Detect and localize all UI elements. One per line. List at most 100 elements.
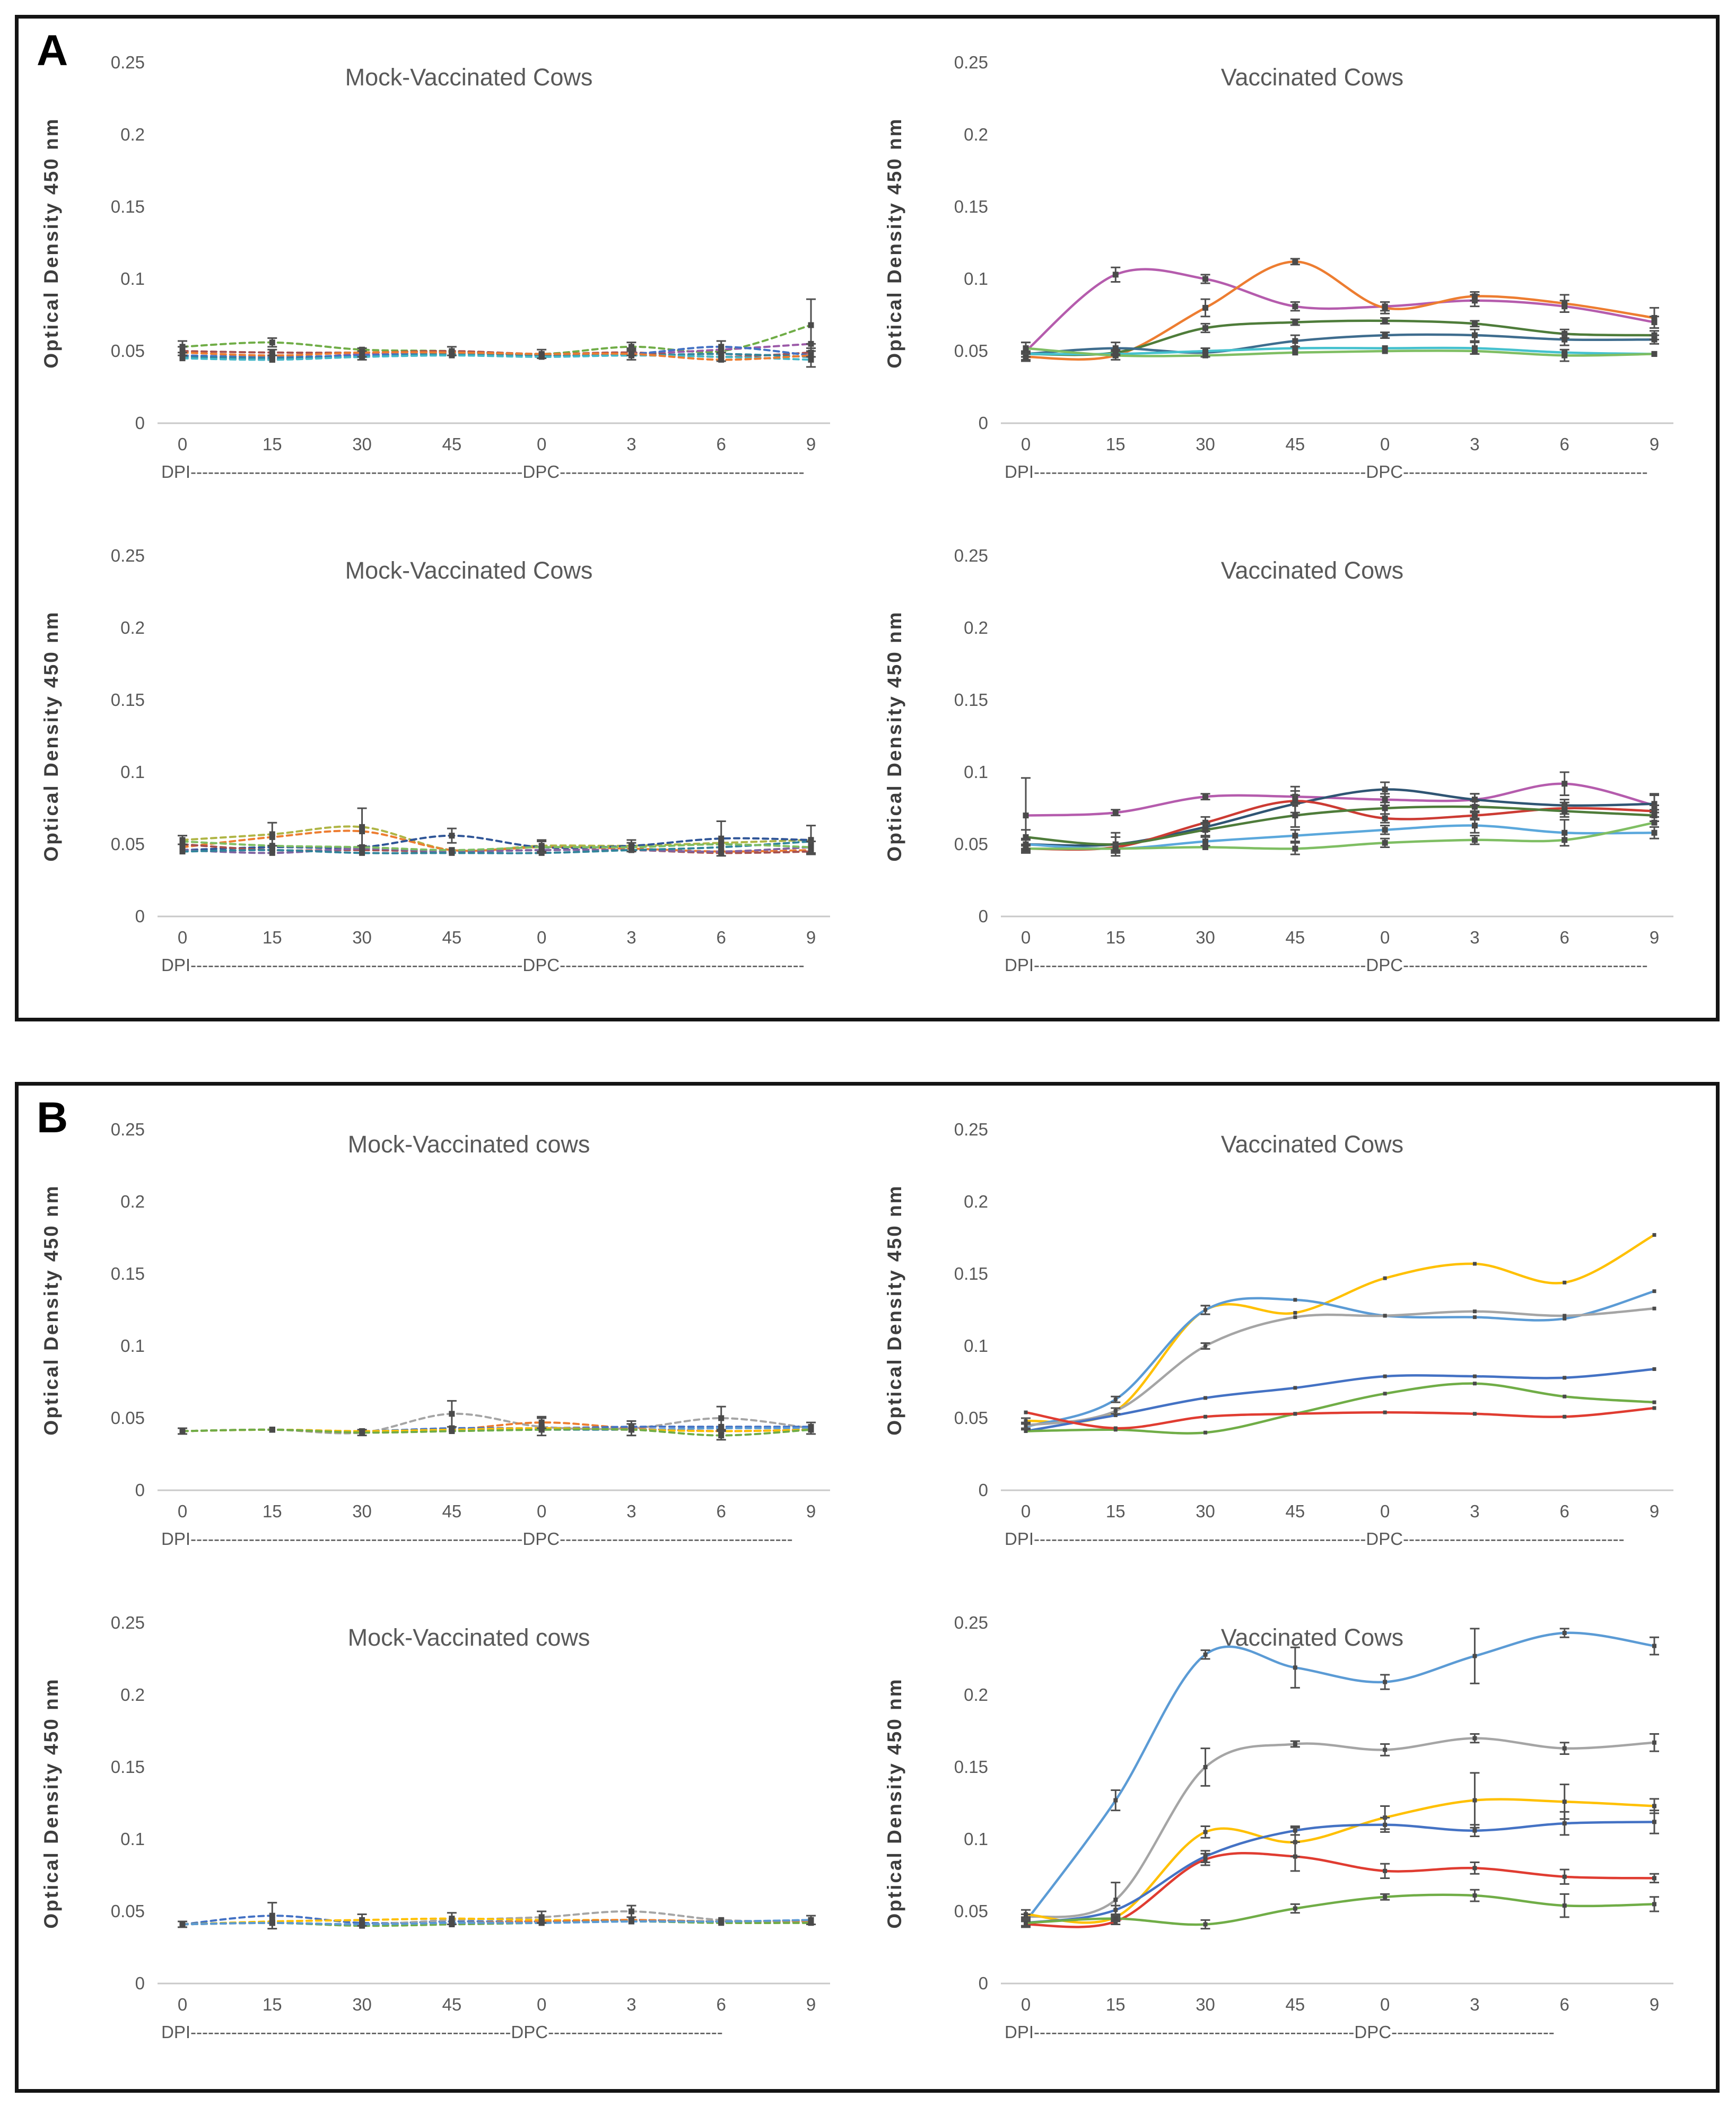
panel-b-label: B [37, 1094, 68, 1142]
x-tick-label: 6 [717, 1501, 726, 1521]
x-tick-label: 9 [1650, 928, 1659, 947]
x-tick-label: 30 [1196, 1995, 1215, 2014]
x-tick-label: 0 [178, 1995, 187, 2014]
x-tick-label: 45 [1285, 1995, 1305, 2014]
x-tick-label: 30 [1196, 434, 1215, 454]
x-tick-label: 0 [1021, 1501, 1031, 1521]
x-tick-label: 15 [263, 928, 282, 947]
y-axis-label: Optical Density 450 nm [884, 1184, 905, 1435]
series-orange-line [181, 351, 812, 361]
x-tick-label: 9 [806, 928, 816, 947]
series-magenta-line [1024, 782, 1656, 817]
chart-title: Vaccinated Cows [1221, 64, 1403, 91]
chart-canvas-b-bottom-left: 0 0.05 0.1 0.15 0.2 0.25 Mock-Vaccinated cows O… [40, 1613, 830, 2042]
x-tick-label: 45 [442, 928, 461, 947]
chart-a-mock-top: 0 0.05 0.1 0.15 0.2 0.25 Mock-Vaccinated Cows O… [26, 23, 860, 506]
chart-title: Mock-Vaccinated cows [348, 1131, 590, 1158]
y-tick-label: 0.2 [964, 125, 988, 144]
series-lightblue-line [181, 1919, 812, 1926]
x-tick-label: 30 [352, 434, 372, 454]
x-tick-label: 45 [1285, 434, 1305, 454]
series-lightgreen-line [1024, 347, 1656, 357]
x-tick-label: 45 [442, 1501, 461, 1521]
chart-title: Vaccinated Cows [1221, 557, 1403, 584]
x-tick-label: 30 [1196, 928, 1215, 947]
y-tick-label: 0.25 [954, 1120, 988, 1139]
chart-canvas-b-top-left: 0 0.05 0.1 0.15 0.2 0.25 Mock-Vaccinated cows O… [40, 1120, 830, 1549]
y-tick-label: 0 [979, 906, 988, 926]
series-red-line [1024, 1851, 1656, 1928]
x-tick-label: 0 [1380, 434, 1390, 454]
y-axis-label: Optical Density 450 nm [884, 610, 905, 861]
chart-title: Vaccinated Cows [1221, 1624, 1403, 1651]
y-tick-label: 0 [135, 906, 145, 926]
y-axis-label: Optical Density 450 nm [884, 117, 905, 368]
x-tick-label: 6 [1560, 1501, 1569, 1521]
x-tick-label: 9 [806, 434, 816, 454]
x-tick-label: 0 [537, 1995, 546, 2014]
chart-b-vaccinated-top: 0 0.05 0.1 0.15 0.2 0.25 Vaccinated Cows Optica… [869, 1090, 1703, 1574]
x-tick-label: 9 [1650, 1501, 1659, 1521]
y-tick-label: 0.25 [111, 53, 145, 72]
chart-canvas-a-top-right: 0 0.05 0.1 0.15 0.2 0.25 Vaccinated Cows Optica… [884, 53, 1673, 482]
series-green-line [1024, 1382, 1656, 1435]
x-axis-caption: DPI-------------------------------------… [161, 462, 805, 482]
chart-canvas-b-top-right: 0 0.05 0.1 0.15 0.2 0.25 Vaccinated Cows Optica… [884, 1120, 1673, 1549]
x-axis-caption: DPI-------------------------------------… [1005, 1529, 1625, 1549]
series-darkgreen-line [1024, 319, 1656, 356]
x-tick-label: 30 [352, 1995, 372, 2014]
series-red-line [1024, 1406, 1656, 1430]
x-tick-label: 6 [717, 434, 726, 454]
y-tick-label: 0.15 [954, 197, 988, 216]
y-tick-label: 0.15 [954, 1264, 988, 1283]
x-axis-caption: DPI-------------------------------------… [1005, 955, 1648, 975]
x-tick-label: 3 [626, 1501, 636, 1521]
series-teal-line [181, 840, 812, 854]
chart-canvas-b-bottom-right: 0 0.05 0.1 0.15 0.2 0.25 Vaccinated Cows Optica… [884, 1613, 1673, 2042]
series-blue-line [1024, 1368, 1656, 1432]
y-tick-label: 0.2 [120, 1192, 145, 1211]
y-tick-label: 0.2 [120, 1685, 145, 1705]
x-tick-label: 45 [442, 434, 461, 454]
x-tick-label: 6 [1560, 928, 1569, 947]
y-tick-label: 0.05 [111, 1901, 145, 1921]
x-tick-label: 9 [806, 1501, 816, 1521]
series-blue-points [1021, 1810, 1659, 1927]
x-tick-label: 0 [1380, 1995, 1390, 2014]
panel-a: A 0 0.05 0.1 0.15 0.2 0.25 Mock-Vaccinated Cow… [15, 15, 1720, 1021]
x-tick-label: 0 [537, 928, 546, 947]
x-tick-label: 15 [1106, 1501, 1126, 1521]
x-tick-label: 0 [1380, 1501, 1390, 1521]
y-tick-label: 0.15 [111, 197, 145, 216]
y-tick-label: 0.1 [964, 1829, 988, 1849]
y-axis-label: Optical Density 450 nm [40, 610, 62, 861]
x-axis-caption: DPI-------------------------------------… [161, 955, 805, 975]
y-tick-label: 0.1 [120, 1336, 145, 1356]
chart-title: Mock-Vaccinated Cows [345, 557, 593, 584]
series-lightgreen-points [1023, 819, 1658, 855]
x-tick-label: 3 [626, 434, 636, 454]
y-tick-label: 0.25 [954, 53, 988, 72]
x-axis-caption: DPI-------------------------------------… [161, 2022, 723, 2042]
x-tick-label: 0 [178, 434, 187, 454]
chart-title: Vaccinated Cows [1221, 1131, 1403, 1158]
y-tick-label: 0 [135, 1973, 145, 1993]
y-tick-label: 0.15 [954, 690, 988, 710]
series-skyblue-line [1024, 1631, 1656, 1923]
y-tick-label: 0 [135, 413, 145, 433]
x-tick-label: 30 [1196, 1501, 1215, 1521]
y-axis-label: Optical Density 450 nm [884, 1677, 905, 1928]
x-tick-label: 0 [1021, 928, 1031, 947]
y-tick-label: 0.2 [120, 618, 145, 637]
series-cyan-line [181, 354, 812, 361]
series-yellow-line [1024, 1798, 1656, 1924]
x-tick-label: 3 [1470, 928, 1479, 947]
x-tick-label: 45 [442, 1995, 461, 2014]
x-axis-caption: DPI-------------------------------------… [1005, 462, 1648, 482]
series-lightgreen-points [179, 838, 816, 854]
y-tick-label: 0.25 [954, 546, 988, 565]
x-tick-label: 0 [1021, 434, 1031, 454]
x-tick-label: 3 [1470, 434, 1479, 454]
panel-b: B 0 0.05 0.1 0.15 0.2 0.25 Mock-Vaccinated cow… [15, 1082, 1720, 2093]
series-green-points [1021, 1889, 1659, 1930]
